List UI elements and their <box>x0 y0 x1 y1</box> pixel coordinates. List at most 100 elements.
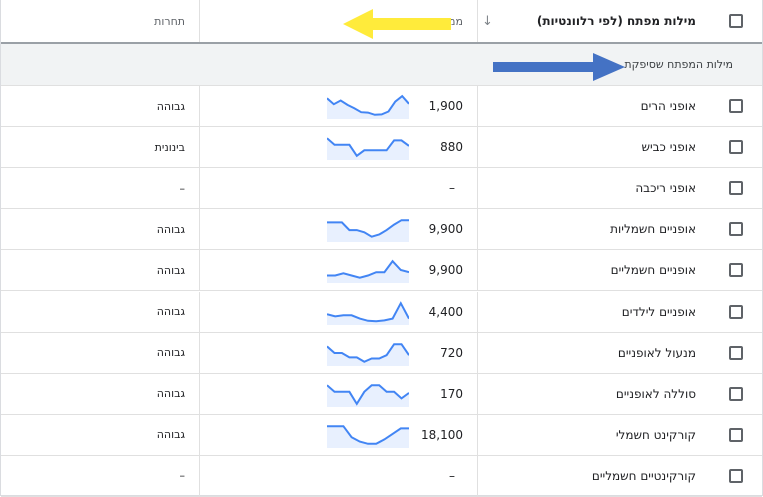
no-trend-dash: – <box>449 468 455 483</box>
trend-sparkline <box>327 425 409 448</box>
table-row: מנעול לאופניים 720 גבוהה <box>1 332 762 374</box>
avg-searches-cell: 4,400 <box>199 291 477 332</box>
competition-value: גבוהה <box>156 428 185 442</box>
row-checkbox[interactable] <box>729 263 743 278</box>
competition-cell: גבוהה <box>1 86 199 126</box>
keyword-cell: אופני ריכבה <box>477 168 710 209</box>
competition-cell: גבוהה <box>1 250 199 290</box>
keyword-cell: אופניים חשמליים <box>477 250 710 291</box>
keyword-cell: אופני הרים <box>477 86 710 127</box>
competition-value: גבוהה <box>156 263 185 277</box>
competition-cell: בינונית <box>1 127 199 167</box>
blue-arrow-icon <box>493 53 625 81</box>
avg-searches-value: 720 <box>440 345 463 360</box>
competition-value: גבוהה <box>156 387 185 401</box>
trend-sparkline <box>327 219 409 243</box>
select-cell <box>710 456 762 496</box>
table-row: סוללה לאופניים 170 גבוהה <box>1 373 762 415</box>
sparkline-area <box>327 261 409 284</box>
keyword-text: קורקינט חשמלי <box>615 427 696 442</box>
select-cell <box>710 168 762 208</box>
row-checkbox[interactable] <box>729 181 743 196</box>
select-cell <box>710 292 762 332</box>
keyword-text: אופניים חשמליות <box>610 222 696 237</box>
row-checkbox[interactable] <box>729 304 743 319</box>
avg-searches-value: 9,900 <box>428 263 463 278</box>
sparkline-area <box>327 384 409 407</box>
trend-sparkline <box>327 94 409 120</box>
avg-searches-cell: 720 <box>199 332 477 373</box>
keyword-cell: קורקינט חשמלי <box>477 414 710 455</box>
keyword-column-label: מילות מפתח (לפי רלוונטיות) <box>536 14 696 28</box>
row-checkbox[interactable] <box>729 427 743 442</box>
row-checkbox[interactable] <box>729 140 743 155</box>
sparkline-line <box>327 94 409 116</box>
competition-value: גבוהה <box>156 222 185 236</box>
table-row: אופני הרים 1,900 גבוהה <box>1 86 762 128</box>
table-row: אופני כביש 880 בינונית <box>1 127 762 169</box>
row-checkbox[interactable] <box>729 345 743 360</box>
avg-searches-cell: – – <box>199 455 477 496</box>
keyword-cell: מנעול לאופניים <box>477 332 710 373</box>
competition-cell: גבוהה <box>1 374 199 414</box>
sparkline-area <box>327 343 409 366</box>
select-all-checkbox[interactable] <box>729 14 743 28</box>
competition-value: – <box>179 469 186 483</box>
competition-value: גבוהה <box>156 305 185 319</box>
sparkline-line <box>327 219 409 239</box>
keyword-text: אופני כביש <box>641 140 696 155</box>
keyword-column-header[interactable]: מילות מפתח (לפי רלוונטיות) ↓ <box>477 0 710 42</box>
no-trend-dash: – <box>449 181 455 196</box>
sparkline-line <box>327 137 409 158</box>
select-cell <box>710 209 762 249</box>
keyword-cell: קורקינטיים חשמליים <box>477 455 710 496</box>
competition-cell: גבוהה <box>1 209 199 249</box>
keyword-text: אופני הרים <box>640 99 696 114</box>
avg-searches-cell: 880 <box>199 127 477 168</box>
keyword-text: אופניים לילדים <box>621 304 696 319</box>
table-row: אופני ריכבה – – – <box>1 168 762 210</box>
sparkline-line <box>327 425 409 445</box>
row-checkbox[interactable] <box>729 386 743 401</box>
select-cell <box>710 333 762 373</box>
keyword-cell: אופניים חשמליות <box>477 209 710 250</box>
avg-searches-cell: – – <box>199 168 477 209</box>
competition-cell: גבוהה <box>1 292 199 332</box>
sparkline-line <box>327 342 409 363</box>
competition-label: תחרות <box>154 14 185 28</box>
table-row: קורקינט חשמלי 18,100 גבוהה <box>1 414 762 456</box>
keyword-text: אופניים חשמליים <box>610 263 696 278</box>
competition-cell: – <box>1 168 199 208</box>
competition-column-header[interactable]: תחרות <box>1 0 199 42</box>
yellow-arrow-icon <box>343 9 451 39</box>
avg-searches-value: 18,100 <box>421 427 463 442</box>
trend-sparkline <box>327 137 409 161</box>
avg-searches-cell: 18,100 <box>199 414 477 455</box>
competition-value: גבוהה <box>156 346 185 360</box>
keyword-cell: אופניים לילדים <box>477 291 710 332</box>
trend-sparkline <box>327 260 409 284</box>
table-row: אופניים לילדים 4,400 גבוהה <box>1 291 762 333</box>
avg-searches-value: 170 <box>440 386 463 401</box>
avg-searches-cell: 9,900 <box>199 209 477 250</box>
sparkline-area <box>327 220 409 243</box>
sparkline-area <box>327 96 409 120</box>
select-all-cell <box>710 0 762 42</box>
competition-cell: גבוהה <box>1 415 199 455</box>
trend-sparkline <box>327 383 409 407</box>
row-checkbox[interactable] <box>729 468 743 483</box>
group-row: מילות המפתח שסיפקת <box>1 44 762 86</box>
sparkline-area <box>327 138 409 161</box>
keyword-cell: סוללה לאופניים <box>477 373 710 414</box>
competition-value: – <box>179 181 186 195</box>
avg-searches-cell: 170 <box>199 373 477 414</box>
trend-sparkline <box>327 300 409 325</box>
keyword-text: אופני ריכבה <box>635 181 696 196</box>
keyword-text: סוללה לאופניים <box>615 386 696 401</box>
arrow-down-icon[interactable]: ↓ <box>482 13 493 29</box>
row-checkbox[interactable] <box>729 222 743 237</box>
group-label: מילות המפתח שסיפקת <box>624 58 733 71</box>
row-checkbox[interactable] <box>729 99 743 114</box>
keyword-text: מנעול לאופניים <box>617 345 696 360</box>
